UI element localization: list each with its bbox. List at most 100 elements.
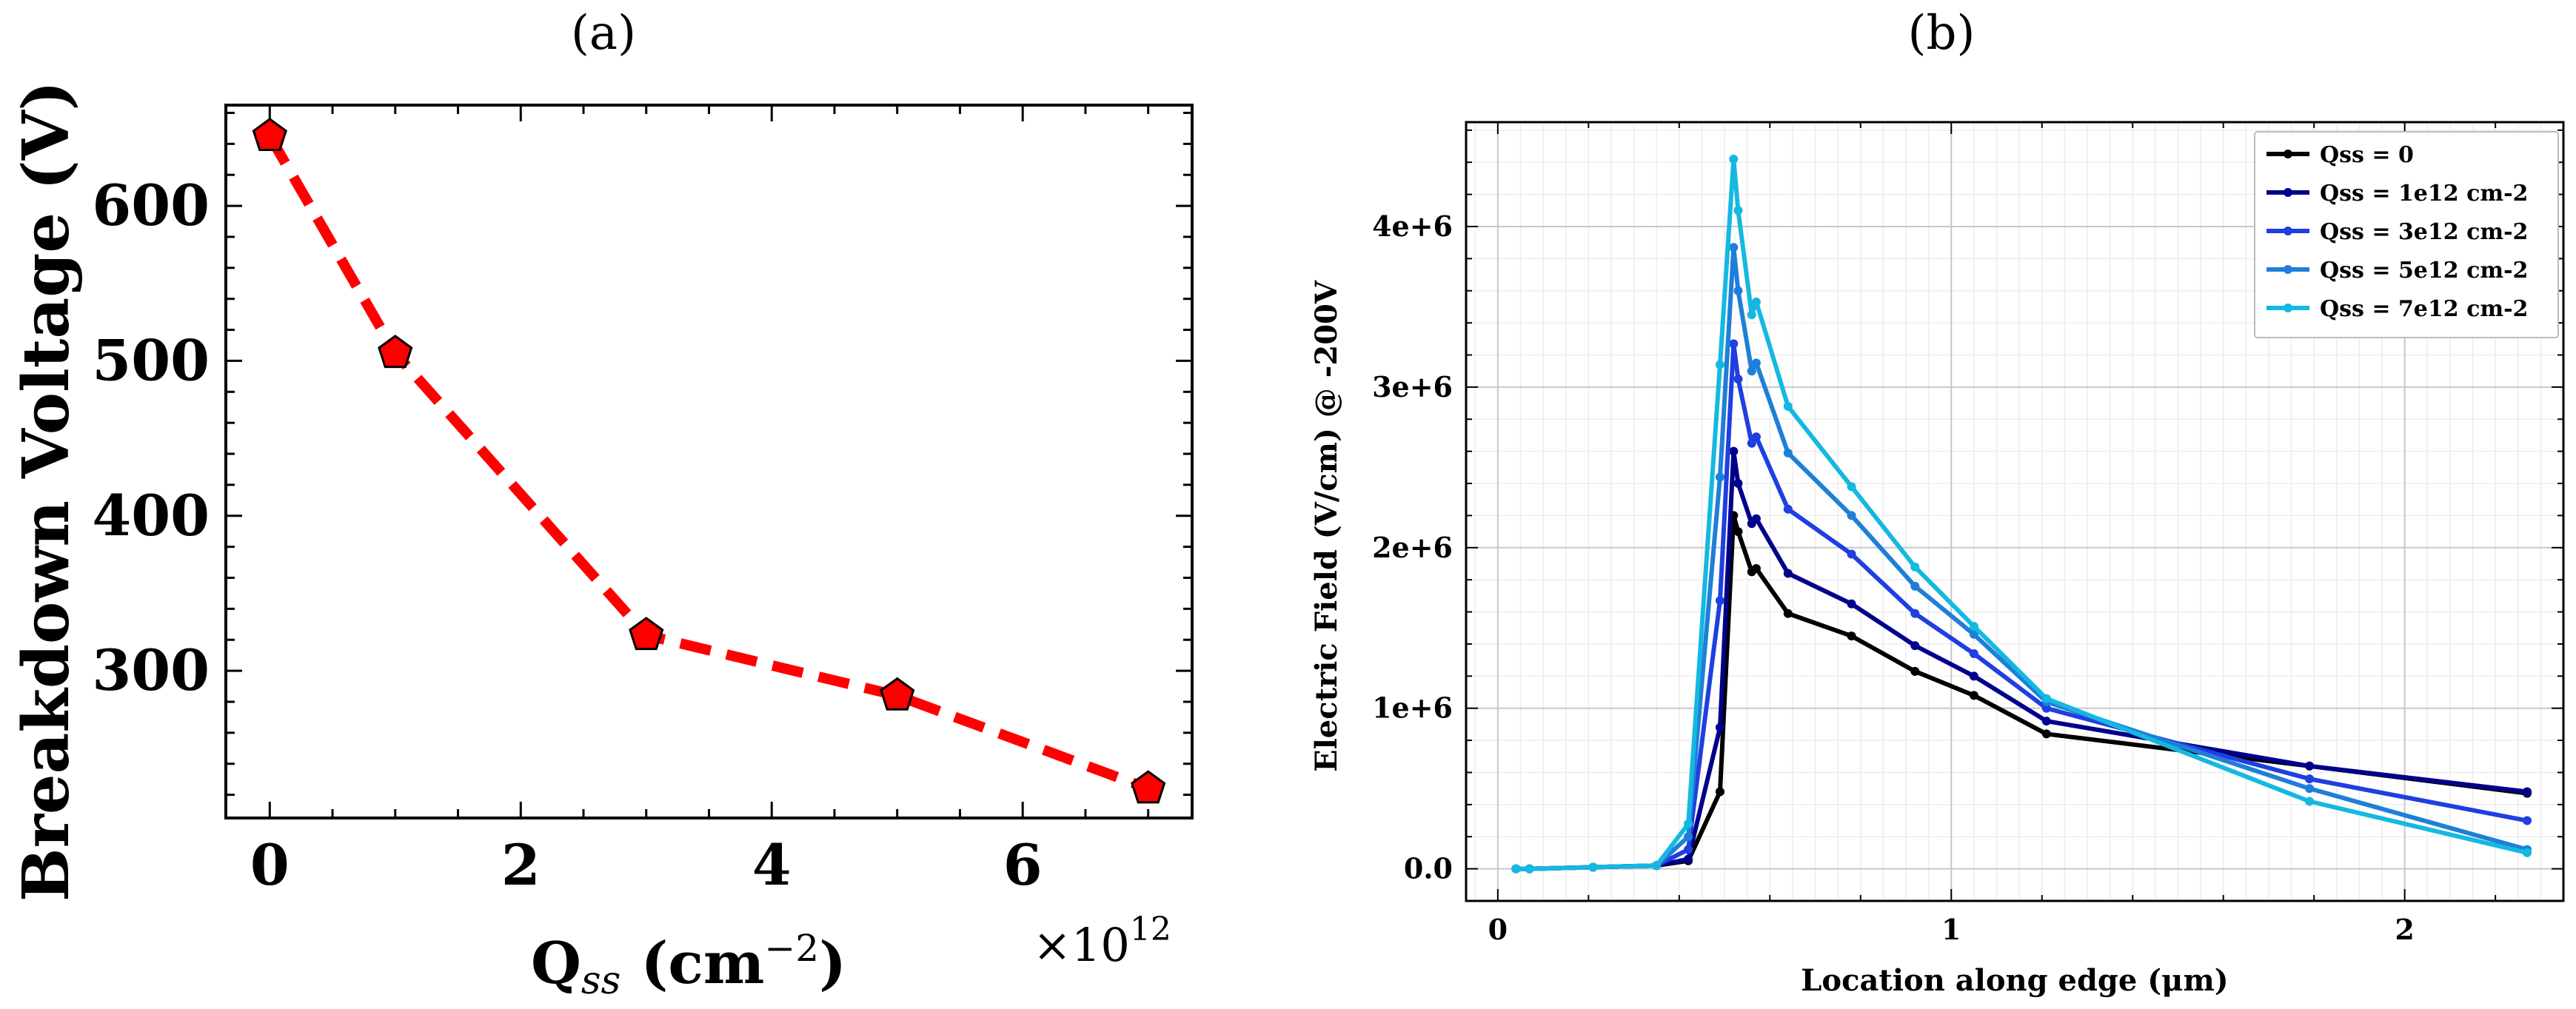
series-point [1910,562,1920,571]
x-axis-label-b: Location along edge (μm) [1801,963,2228,998]
series-point [2523,816,2532,825]
series-point [1684,832,1693,842]
series-point [1751,514,1761,523]
series-point [1733,286,1743,295]
y-tick-label-b: 0.0 [1404,852,1453,885]
series-point [2523,848,2532,857]
x-multiplier-base: ×10 [1033,918,1130,972]
series-point [1733,375,1743,384]
series-point [2305,761,2315,771]
series-point [2305,797,2315,806]
x-tick-label: 4 [752,832,792,898]
y-tick-label-b: 1e+6 [1372,691,1453,725]
legend-label: Qss = 3e12 cm-2 [2320,219,2528,245]
series-point [1733,527,1743,537]
series-point [1684,854,1693,864]
data-point-a [880,677,915,711]
legend-label: Qss = 0 [2320,142,2414,168]
series-point [1783,504,1793,514]
legend-marker [2284,265,2292,274]
x-tick-label-b: 2 [2395,913,2414,946]
series-point [1969,622,1978,631]
data-point-a [629,617,664,651]
series-point [1910,609,1920,618]
y-axis-label: Breakdown Voltage (V) [9,81,84,902]
series-point [1511,864,1521,874]
series-point [1715,787,1724,797]
series-point [2305,784,2315,794]
series-point [1910,666,1920,676]
series-point [1969,629,1978,639]
series-point [1747,366,1756,376]
series-point [1747,438,1756,448]
series-point [1751,564,1761,574]
legend-marker [2284,304,2292,312]
series-point [1588,862,1598,872]
series-point [1715,723,1724,732]
series-point [1525,864,1534,874]
series-point [1969,671,1978,681]
y-tick-label: 300 [92,637,210,703]
series-point [2041,694,2051,703]
series-point [1715,596,1724,606]
x-axis-label-sub: ss [581,959,620,1003]
series-point [1751,297,1761,306]
x-multiplier-exp: 12 [1130,911,1171,948]
legend-label: Qss = 7e12 cm-2 [2320,296,2528,322]
series-point [1847,549,1856,559]
x-tick-label: 6 [1003,832,1043,898]
series-point [2041,729,2051,739]
x-tick-label: 2 [501,832,541,898]
series-point [1910,641,1920,651]
x-tick-label: 0 [250,832,290,898]
series-point [2523,787,2532,797]
series-point [1684,819,1693,828]
y-axis-label-b: Electric Field (V/cm) @ -200V [1309,280,1344,772]
legend-marker [2284,150,2292,158]
x-axis-label-unit: (cm [620,930,764,997]
series-point [1715,360,1724,369]
series-point [1783,448,1793,457]
series-point [1783,401,1793,411]
series-point [1747,310,1756,320]
x-axis-label-main: Q [531,930,581,997]
x-tick-label-b: 0 [1488,913,1508,946]
series-point [1969,648,1978,658]
series-line [1516,341,2528,871]
y-tick-label-b: 3e+6 [1372,370,1453,403]
legend-marker [2284,188,2292,197]
series-point [1729,154,1739,164]
series-point [1715,472,1724,482]
x-axis-label-sup: −2 [764,927,819,970]
series-point [1847,631,1856,641]
x-tick-label-b: 1 [1941,913,1961,946]
y-tick-label: 400 [92,483,210,549]
series-point [2041,703,2051,713]
series-point [1729,243,1739,252]
data-point-a [1131,770,1166,804]
series-point [1751,432,1761,442]
series-point [1729,446,1739,456]
series-point [1783,569,1793,578]
y-tick-label: 500 [92,327,210,393]
legend-label: Qss = 5e12 cm-2 [2320,258,2528,284]
series-point [1847,482,1856,492]
series-point [1733,479,1743,489]
series-point [1847,599,1856,609]
series-point [2041,717,2051,726]
legend-label: Qss = 1e12 cm-2 [2320,181,2528,207]
series-point [1910,581,1920,591]
x-axis-label-close: ) [819,930,846,997]
legend-box [2254,131,2559,338]
y-tick-label-b: 2e+6 [1372,531,1453,564]
series-point [1847,511,1856,520]
series-point [1684,845,1693,854]
plot-frame-b [1465,121,2565,902]
series-point [1969,691,1978,700]
y-tick-label: 600 [92,172,210,238]
legend-marker [2284,227,2292,235]
panel-a-title: (a) [570,6,637,61]
y-tick-label-b: 4e+6 [1372,209,1453,243]
